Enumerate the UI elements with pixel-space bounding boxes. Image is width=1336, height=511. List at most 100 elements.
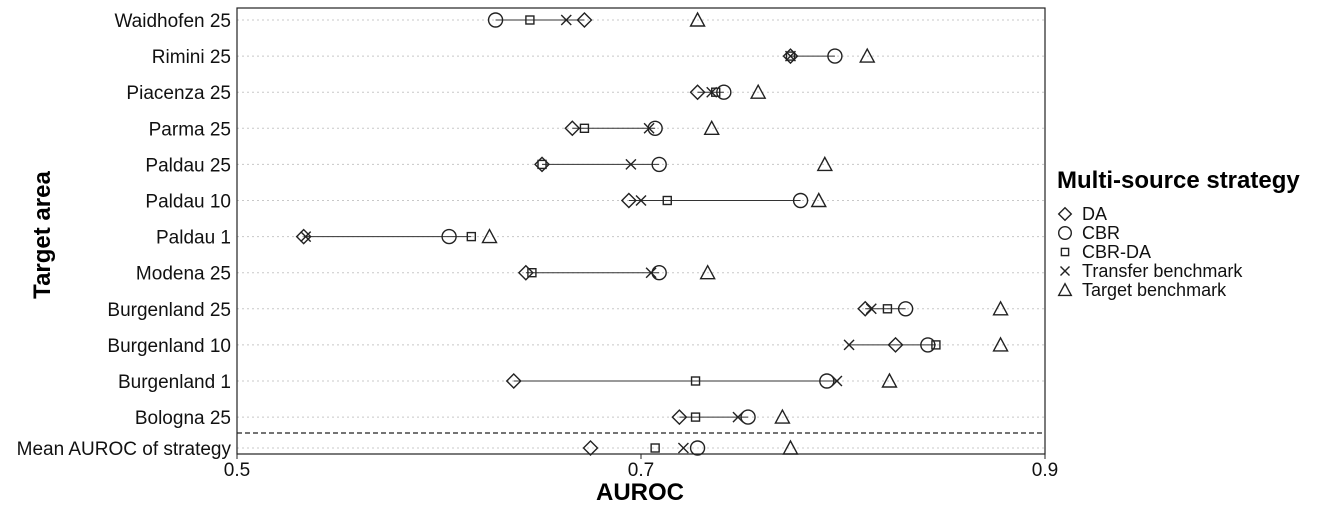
point-da <box>564 120 581 137</box>
plot-area: Waidhofen 25 Rimini 25 Piacenza 25 Parma 25… <box>17 7 1046 460</box>
point-da <box>576 12 593 28</box>
row-parma-25: Parma 25 <box>149 119 720 140</box>
row-burgenland-25: Burgenland 25 <box>107 300 1009 321</box>
point-transfer-benchmark <box>645 267 657 279</box>
point-transfer-benchmark <box>635 195 647 206</box>
mean-point-da <box>582 440 599 456</box>
point-cbr <box>441 228 457 245</box>
category-label: Paldau 1 <box>156 228 231 249</box>
legend-label: Target benchmark <box>1082 280 1227 300</box>
row-paldau-10: Paldau 10 <box>145 192 827 213</box>
row-burgenland-10: Burgenland 10 <box>107 336 1009 357</box>
point-target-benchmark <box>703 119 720 136</box>
legend-title: Multi-source strategy <box>1057 167 1300 194</box>
point-target-benchmark <box>749 83 767 99</box>
point-transfer-benchmark <box>784 50 796 62</box>
row-rimini-25: Rimini 25 <box>152 47 876 68</box>
y-axis-title: Target area <box>29 171 56 299</box>
point-cbr <box>897 301 914 317</box>
point-cbr-da <box>527 268 537 278</box>
legend-item-cbr-da: CBR-DA <box>1060 242 1151 262</box>
point-transfer-benchmark <box>732 411 744 423</box>
mean-point-transfer-benchmark <box>677 442 689 454</box>
point-target-benchmark <box>689 11 706 27</box>
point-target-benchmark <box>992 336 1009 352</box>
legend-key-target-benchmark <box>1057 282 1073 297</box>
row-paldau-1: Paldau 1 <box>156 228 498 249</box>
point-cbr-da <box>785 51 796 61</box>
point-transfer-benchmark <box>625 158 637 170</box>
point-cbr <box>827 48 843 64</box>
row-waidhofen-25: Waidhofen 25 <box>114 11 706 32</box>
point-da <box>689 84 706 101</box>
category-label: Parma 25 <box>149 119 231 140</box>
point-transfer-benchmark <box>560 14 572 26</box>
point-cbr-da <box>690 412 701 422</box>
point-cbr-da <box>882 304 893 314</box>
row-modena-25: Modena 25 <box>136 264 716 285</box>
point-target-benchmark <box>816 155 833 172</box>
point-da <box>517 264 534 281</box>
row-piacenza-25: Piacenza 25 <box>126 83 767 104</box>
category-label: Burgenland 10 <box>107 336 231 357</box>
x-axis-title: AUROC <box>596 479 684 506</box>
x-tick-label: 0.9 <box>1032 460 1058 481</box>
point-transfer-benchmark <box>706 86 718 98</box>
point-cbr-da <box>537 159 547 170</box>
point-transfer-benchmark <box>843 339 855 351</box>
point-cbr-da <box>525 15 535 25</box>
point-cbr <box>651 156 667 173</box>
row-burgenland-1: Burgenland 1 <box>118 372 898 393</box>
x-tick-label: 0.5 <box>224 460 250 481</box>
row-paldau-25: Paldau 25 <box>145 155 833 176</box>
category-label: Paldau 25 <box>145 155 231 176</box>
category-label: Bologna 25 <box>135 408 231 429</box>
legend-label: CBR-DA <box>1082 242 1151 262</box>
legend-label: CBR <box>1082 223 1120 243</box>
point-target-benchmark <box>699 264 716 280</box>
x-tick-label: 0.7 <box>628 460 654 481</box>
legend-item-transfer-benchmark: Transfer benchmark <box>1060 261 1243 281</box>
point-cbr-da <box>579 123 590 134</box>
mean-point-target-benchmark <box>782 439 799 455</box>
category-label: Rimini 25 <box>152 47 231 68</box>
legend-key-transfer-benchmark <box>1060 266 1070 276</box>
point-transfer-benchmark <box>643 122 655 134</box>
point-target-benchmark <box>810 192 827 208</box>
plot-border <box>236 7 1046 455</box>
mean-row-label: Mean AUROC of strategy <box>17 439 232 460</box>
point-cbr-da <box>690 376 701 386</box>
mean-point-cbr-da <box>650 443 660 453</box>
mean-point-cbr <box>689 440 706 456</box>
category-label: Modena 25 <box>136 264 231 285</box>
point-cbr <box>819 373 835 389</box>
point-cbr <box>792 192 809 209</box>
point-transfer-benchmark <box>865 303 877 315</box>
legend-key-cbr-da <box>1060 247 1070 257</box>
point-da <box>505 373 522 389</box>
point-target-benchmark <box>881 372 898 388</box>
point-transfer-benchmark <box>831 375 843 387</box>
point-da <box>887 336 904 353</box>
point-transfer-benchmark <box>300 231 312 243</box>
point-cbr <box>716 84 732 100</box>
row-bologna-25: Bologna 25 <box>135 408 791 429</box>
point-target-benchmark <box>774 408 791 424</box>
legend-item-target-benchmark: Target benchmark <box>1057 280 1227 300</box>
row-mean-auroc: Mean AUROC of strategy <box>17 439 799 460</box>
legend-item-cbr: CBR <box>1057 223 1120 243</box>
point-cbr <box>740 409 756 425</box>
category-label: Burgenland 1 <box>118 372 231 393</box>
legend-label: DA <box>1082 204 1107 224</box>
point-cbr-da <box>466 231 477 242</box>
category-label: Waidhofen 25 <box>114 11 231 32</box>
point-da <box>671 409 688 426</box>
point-cbr <box>920 337 936 353</box>
legend-item-da: DA <box>1057 204 1107 224</box>
point-cbr <box>487 12 504 28</box>
legend-label: Transfer benchmark <box>1082 261 1243 281</box>
category-label: Burgenland 25 <box>107 300 231 321</box>
